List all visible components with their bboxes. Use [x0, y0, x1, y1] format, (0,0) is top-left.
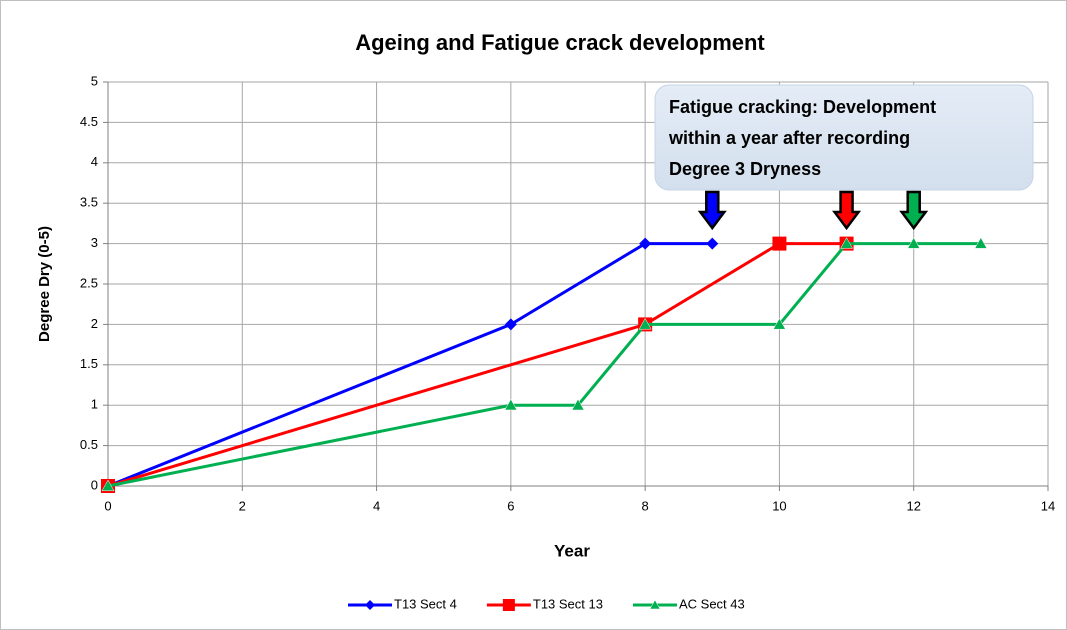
arrow [832, 190, 862, 231]
legend-marker [649, 599, 661, 610]
point [504, 318, 517, 331]
annotation-box [654, 84, 1034, 191]
legend-label: T13 Sect 13 [533, 596, 603, 611]
y-tick-label: 1.5 [80, 356, 98, 371]
y-tick-label: 3.5 [80, 195, 98, 210]
y-tick-label: 0 [91, 477, 98, 492]
series-line [107, 242, 847, 488]
x-tick-label: 10 [772, 498, 786, 513]
point [639, 237, 652, 250]
point [907, 237, 921, 249]
y-tick-label: 5 [91, 73, 98, 88]
y-tick-label: 0.5 [80, 437, 98, 452]
y-tick-label: 2 [91, 316, 98, 331]
point [504, 398, 518, 411]
annotation-text: within a year after recording [668, 128, 910, 148]
x-tick-label: 14 [1041, 498, 1055, 513]
point [773, 317, 786, 330]
x-tick-label: 2 [239, 498, 246, 513]
x-tick-label: 0 [104, 498, 111, 513]
annotation-text: Fatigue cracking: Development [669, 97, 936, 117]
legend-marker [502, 599, 515, 611]
point [840, 237, 853, 249]
y-tick-label: 3 [91, 235, 98, 250]
arrow [899, 190, 929, 231]
legend-marker [365, 600, 375, 610]
legend-label: T13 Sect 4 [394, 596, 457, 611]
x-tick-label: 12 [906, 498, 920, 513]
y-tick-label: 4 [91, 154, 98, 169]
series-line [107, 242, 713, 488]
series-line [107, 242, 981, 488]
y-axis-label: Degree Dry (0-5) [36, 226, 53, 342]
point [101, 479, 115, 492]
chart-title: Ageing and Fatigue crack development [355, 30, 765, 55]
point [571, 398, 585, 411]
x-tick-label: 4 [373, 498, 380, 513]
y-tick-label: 4.5 [80, 114, 98, 129]
y-tick-label: 1 [91, 397, 98, 412]
point [974, 237, 988, 249]
point [706, 237, 719, 250]
y-tick-label: 2.5 [80, 275, 98, 290]
annotation-text: Degree 3 Dryness [669, 159, 821, 179]
x-tick-label: 8 [642, 498, 649, 513]
arrow [697, 190, 727, 231]
point [638, 317, 652, 330]
x-tick-label: 6 [507, 498, 514, 513]
legend-label: AC Sect 43 [679, 596, 745, 611]
x-axis-label: Year [554, 541, 590, 560]
point [772, 236, 787, 251]
